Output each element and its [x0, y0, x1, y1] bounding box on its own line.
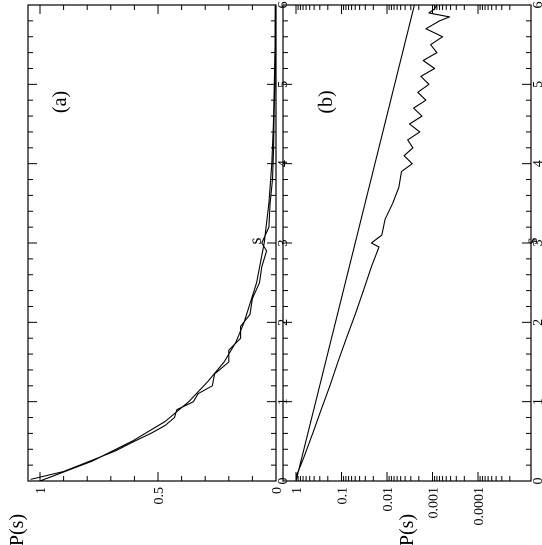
panel-b-xlabel: s: [521, 237, 541, 244]
panel-a-ylabel: P(s): [6, 514, 28, 545]
panel-a-frame: [27, 4, 277, 482]
panel-a-label: (a): [49, 91, 71, 113]
y-tick-label: 1: [290, 487, 305, 494]
panel-b-label: (b): [315, 90, 337, 113]
smooth-series-line: [39, 4, 276, 482]
y-tick-label: 0.001: [427, 487, 442, 519]
y-tick-label: 0.01: [381, 487, 396, 512]
panel-a-y-ticks: 00.51: [34, 5, 285, 505]
x-tick-label: 3: [531, 240, 542, 247]
y-tick-label: 1: [34, 487, 49, 494]
y-tick-label: 0.0001: [472, 487, 487, 526]
straight-series-line: [295, 4, 415, 482]
panel-a-series: [30, 4, 276, 482]
y-tick-label: 0.5: [152, 487, 167, 505]
panel-a-xlabel: s: [245, 237, 265, 244]
x-tick-label: 4: [531, 160, 542, 167]
y-tick-label: 0.1: [336, 487, 351, 505]
x-tick-label: 6: [531, 2, 542, 9]
panel-b-y-ticks: 1 0.1 0.01 0.001 0.0001: [290, 5, 511, 526]
panel-b-series: [295, 4, 451, 482]
noisy-series-line: [295, 4, 451, 478]
panel-b-ylabel: P(s): [396, 514, 418, 545]
x-tick-label: 1: [531, 398, 542, 405]
x-tick-label: 2: [531, 319, 542, 326]
noisy-series-line: [30, 4, 276, 480]
panel-b-frame: [282, 4, 532, 482]
x-tick-label: 5: [531, 81, 542, 88]
panel-b: 0 1 2 3 4 5 6 1 0.1 0.01 0.001 0.0001 (b) P(s) s: [282, 2, 542, 545]
panel-b-x-ticks: 0 1 2 3 4 5 6: [283, 2, 542, 485]
x-tick-label: 0: [531, 478, 542, 485]
y-tick-label: 0: [270, 487, 285, 494]
